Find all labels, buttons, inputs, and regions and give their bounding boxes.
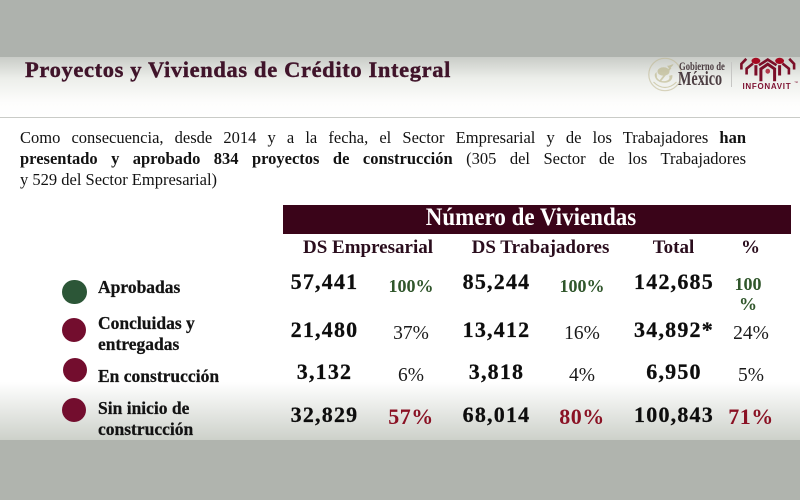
svg-text:™: ™ (794, 80, 798, 85)
svg-text:INFONAVIT: INFONAVIT (743, 82, 792, 91)
